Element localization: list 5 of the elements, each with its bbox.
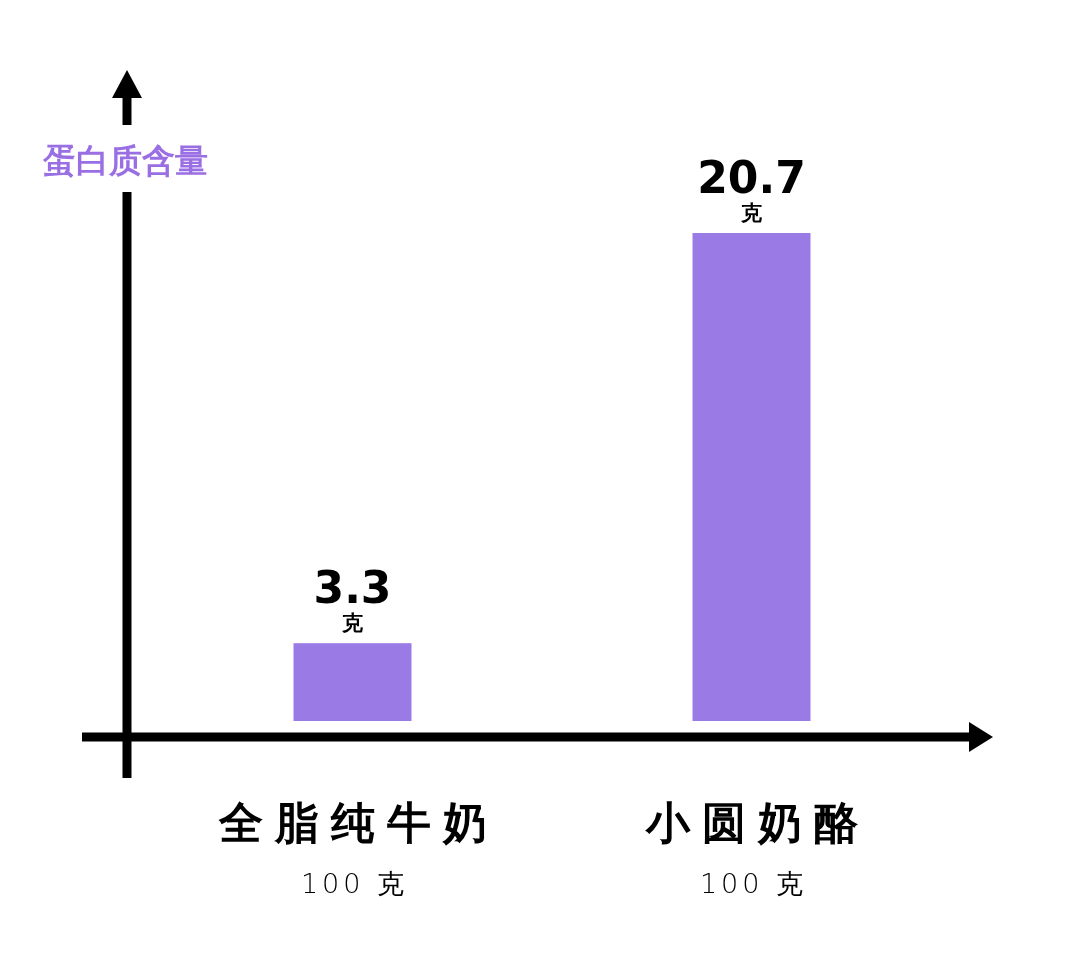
x-tick-label: 小圆奶酪 100 克 [643,797,870,899]
x-tick-label: 全脂纯牛奶 100 克 [217,797,499,899]
data-label: 20.7 克 [697,152,806,225]
data-label: 3.3 克 [313,562,392,636]
y-axis-title: 蛋白质含量 [41,141,208,180]
